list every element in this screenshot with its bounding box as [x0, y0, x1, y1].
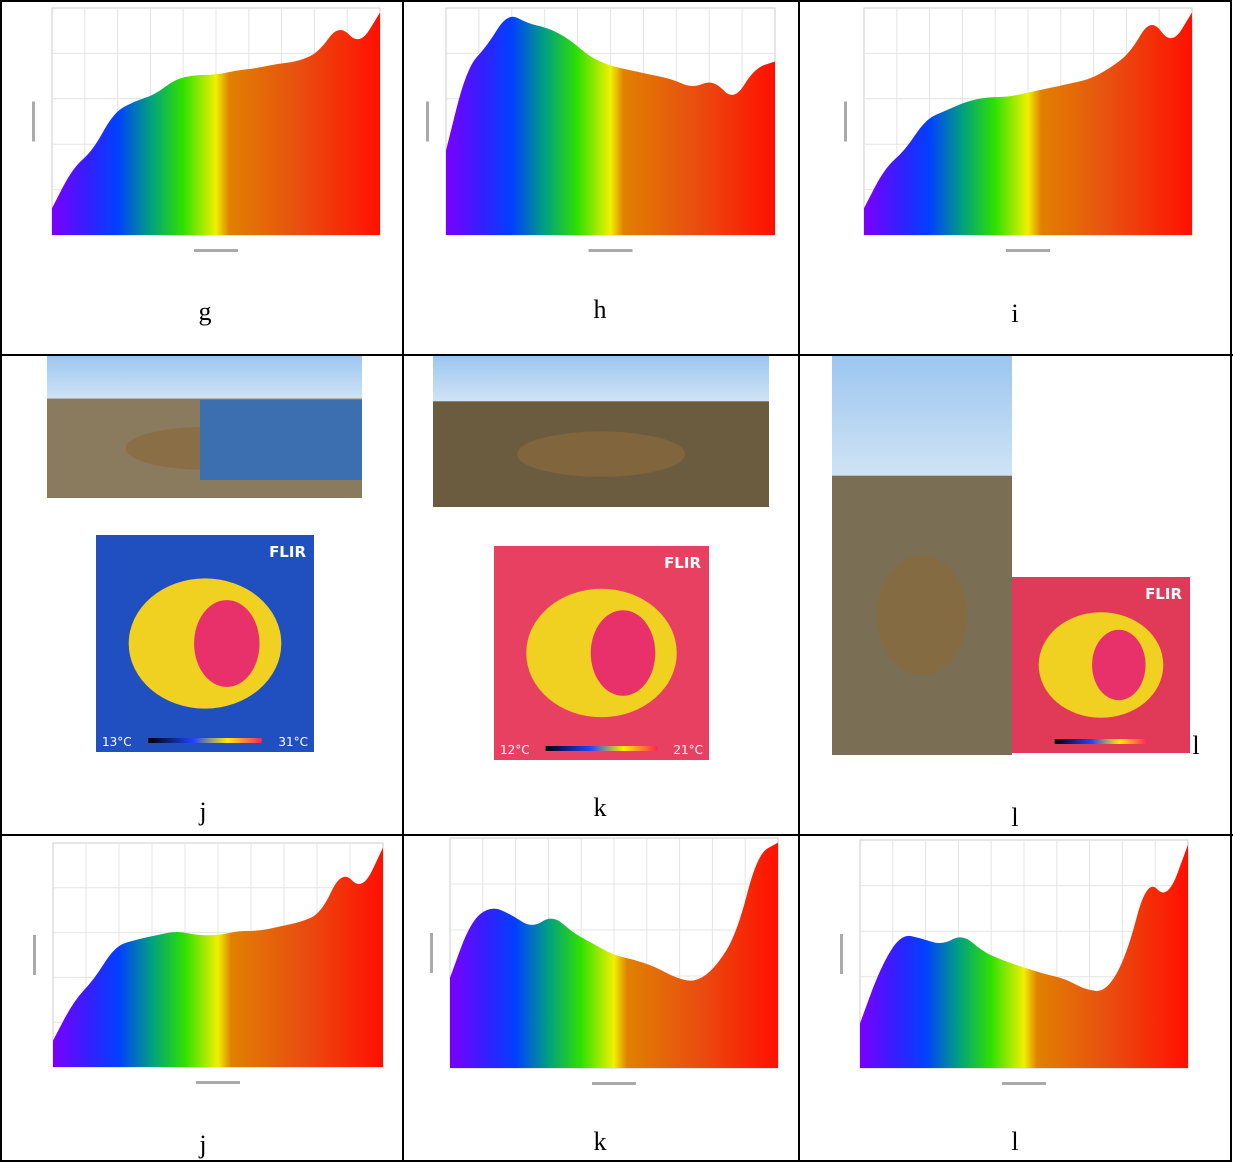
temp-max: 21°C [673, 743, 703, 757]
spectrum-plot [32, 8, 380, 252]
y-axis-caption [32, 102, 35, 142]
panel-label: k [594, 1127, 607, 1156]
y-axis-caption [844, 102, 847, 142]
flir-logo: FLIR [664, 554, 701, 572]
spectrum-plot [840, 840, 1188, 1085]
y-axis-caption [33, 935, 36, 975]
flir-logo: FLIR [269, 543, 306, 561]
panel-label: j [198, 1130, 206, 1159]
page: FLIR13°C31°CFLIR12°C21°CFLIRghijkljkll (… [0, 0, 1233, 1162]
photo-sky [47, 356, 362, 406]
y-axis-caption [840, 934, 843, 974]
content: FLIR 13°C 31°C FLIR 12°C 21°C FLIR g h i j k l j k l l [32, 8, 1200, 1159]
thermal-hot [194, 600, 259, 687]
y-axis-caption [430, 933, 433, 973]
photo-detail [517, 432, 685, 477]
x-axis-caption [589, 249, 633, 252]
side-label: l [1192, 731, 1199, 760]
thermal-hot [1092, 630, 1145, 700]
thermal-image: FLIR 13°C 31°C [96, 535, 314, 752]
photo-detail [877, 556, 967, 676]
panel-label: h [594, 295, 607, 324]
temp-min: 12°C [500, 743, 530, 757]
x-axis-caption [196, 1081, 240, 1084]
spectrum-plot [33, 843, 383, 1084]
photo [433, 356, 769, 507]
figure-table: FLIR 13°C 31°C FLIR 12°C 21°C FLIR g h i j k l j k l l [0, 0, 1233, 1162]
spectrum-plot [426, 8, 775, 252]
x-axis-caption [1002, 1082, 1046, 1085]
temp-scale [148, 738, 261, 743]
thermal-hot [591, 610, 656, 696]
x-axis-caption [592, 1082, 636, 1085]
temp-scale [546, 746, 658, 751]
panel-label: g [199, 297, 212, 326]
panel-label: l [1011, 803, 1018, 832]
panel-label: i [1011, 299, 1018, 328]
photo-water [200, 400, 362, 480]
photo [832, 356, 1012, 755]
temp-max: 31°C [278, 735, 308, 749]
spectrum-plot [430, 838, 778, 1085]
panel-label: j [198, 797, 206, 826]
panel-label: l [1011, 1127, 1018, 1156]
panel-label: k [594, 793, 607, 822]
photo-sky [832, 356, 1012, 496]
spectrum-plot [844, 8, 1192, 252]
x-axis-caption [1006, 249, 1050, 252]
thermal-image: FLIR [1012, 577, 1190, 753]
y-axis-caption [426, 102, 429, 142]
photo-sky [433, 356, 769, 409]
temp-min: 13°C [102, 735, 132, 749]
temp-scale [1055, 739, 1148, 744]
flir-logo: FLIR [1145, 585, 1182, 603]
thermal-image: FLIR 12°C 21°C [494, 546, 709, 760]
x-axis-caption [194, 249, 238, 252]
